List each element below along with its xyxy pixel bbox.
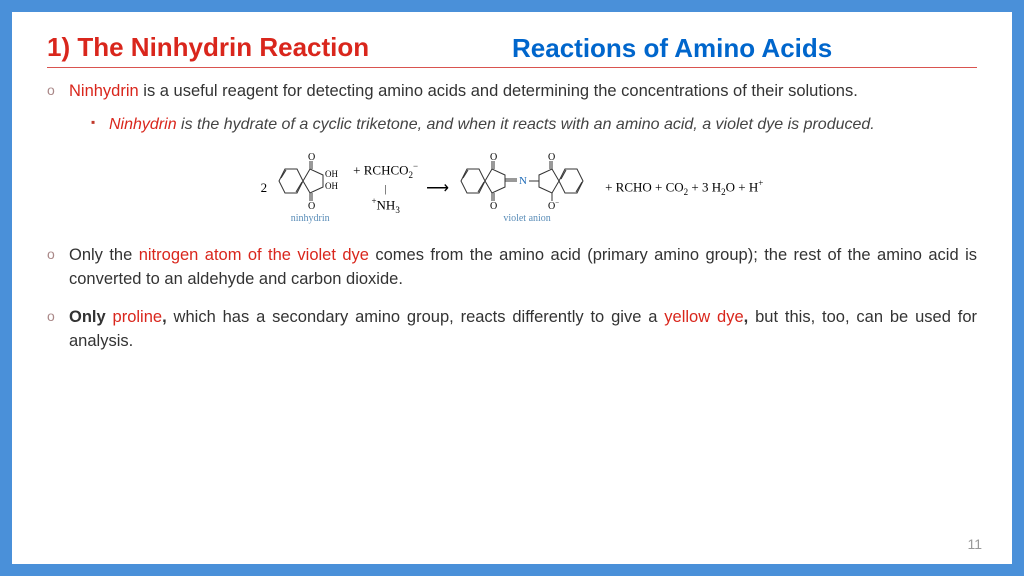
sub-bullet-keyword: Ninhydrin: [109, 116, 177, 133]
ninhydrin-label: ninhydrin: [275, 213, 345, 224]
svg-text:O: O: [490, 152, 497, 163]
b2-red: nitrogen atom of the violet dye: [139, 246, 369, 264]
svg-text:OH: OH: [325, 169, 338, 179]
svg-text:O: O: [490, 201, 497, 211]
b2-pre: Only the: [69, 246, 139, 264]
amino-acid-reagent: + RCHCO2− | +NH3: [353, 161, 418, 215]
ninhydrin-structure: O O OH OH ninhydrin: [275, 151, 345, 224]
b3-mid: which has a secondary amino group, react…: [167, 308, 665, 326]
header: 1) The Ninhydrin Reaction Reactions of A…: [47, 32, 977, 68]
title-left: 1) The Ninhydrin Reaction: [47, 32, 512, 63]
b3-bold: Only: [69, 308, 113, 326]
svg-text:O: O: [308, 152, 315, 163]
title-right: Reactions of Amino Acids: [512, 34, 977, 63]
bullet-1-keyword: Ninhydrin: [69, 82, 139, 100]
b3-red1: proline: [113, 308, 163, 326]
content-list: Ninhydrin is a useful reagent for detect…: [47, 80, 977, 136]
svg-text:O−: O−: [548, 199, 559, 211]
slide-frame: 1) The Ninhydrin Reaction Reactions of A…: [12, 12, 1012, 564]
bullet-2: Only the nitrogen atom of the violet dye…: [47, 244, 977, 292]
sub-bullet-text: is the hydrate of a cyclic triketone, an…: [177, 116, 875, 133]
violet-anion-label: violet anion: [457, 213, 597, 224]
reaction-arrow: ⟶: [426, 178, 449, 198]
content-list-2: Only the nitrogen atom of the violet dye…: [47, 244, 977, 354]
violet-anion-structure: O O N O O− violet anion: [457, 151, 597, 224]
svg-text:OH: OH: [325, 181, 338, 191]
svg-text:O: O: [308, 201, 315, 211]
reaction-diagram: 2 O O OH OH ninhydrin + RCHCO2− | +NH3: [47, 151, 977, 224]
bullet-1-text: is a useful reagent for detecting amino …: [139, 82, 858, 100]
products-text: + RCHO + CO2 + 3 H2O + H+: [605, 178, 763, 197]
bullet-1: Ninhydrin is a useful reagent for detect…: [47, 80, 977, 136]
page-number: 11: [967, 536, 982, 552]
svg-text:O: O: [548, 152, 555, 163]
svg-text:N: N: [519, 175, 527, 187]
sub-bullet-1: Ninhydrin is the hydrate of a cyclic tri…: [69, 114, 977, 136]
coefficient: 2: [261, 180, 268, 196]
b3-red2: yellow dye: [664, 308, 743, 326]
bullet-3: Only proline, which has a secondary amin…: [47, 306, 977, 354]
